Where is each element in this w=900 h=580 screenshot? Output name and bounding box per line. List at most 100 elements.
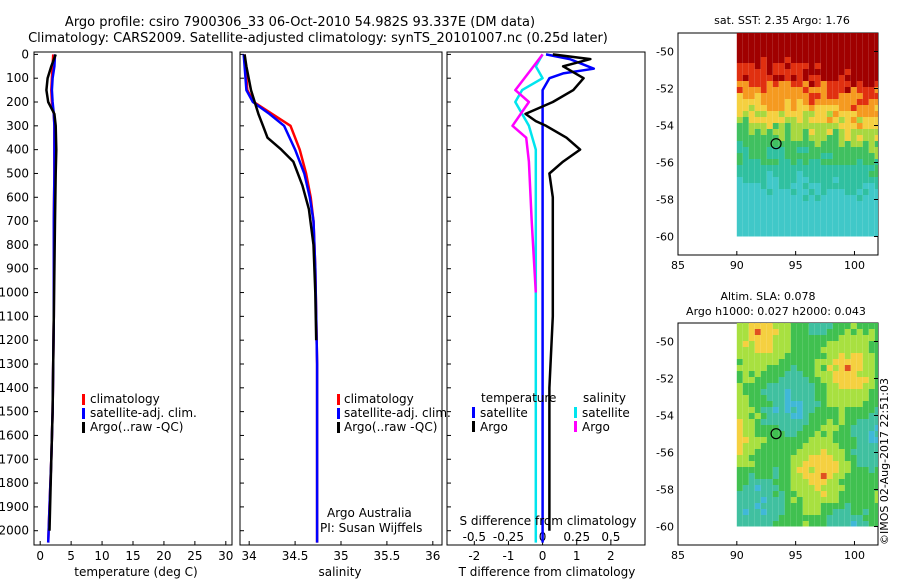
legend-label-climatology: climatology [90, 392, 160, 406]
map-cell [760, 207, 767, 213]
map-cell [778, 329, 785, 335]
map-cell [874, 389, 878, 395]
map-cell [874, 99, 878, 105]
map-cell [868, 171, 875, 177]
map-cell [742, 509, 749, 515]
map-cell [850, 353, 857, 359]
legend-label-s-satellite: satellite [582, 406, 630, 420]
map-cell [814, 419, 821, 425]
map-cell [820, 377, 827, 383]
map-cell [874, 81, 878, 87]
map-cell [766, 189, 773, 195]
y-tick-label: 600 [6, 190, 29, 204]
map-cell [850, 219, 857, 225]
map-cell [814, 147, 821, 153]
map-cell [844, 129, 851, 135]
map-cell [850, 371, 857, 377]
map-cell [778, 207, 785, 213]
map-cell [772, 201, 779, 207]
map-cell [796, 231, 803, 237]
map-cell [832, 189, 839, 195]
map-cell [814, 509, 821, 515]
map-cell [820, 359, 827, 365]
map-cell [748, 461, 755, 467]
map-cell [790, 323, 797, 329]
map-cell [874, 455, 878, 461]
map-cell [862, 413, 869, 419]
map-cell [742, 407, 749, 413]
map-cell [820, 189, 827, 195]
map-cell [856, 437, 863, 443]
temp-legend: climatology satellite-adj. clim. Argo(..… [82, 392, 197, 434]
map-cell [790, 171, 797, 177]
map-cell [808, 329, 815, 335]
map-cell [868, 323, 875, 329]
map-cell [754, 87, 761, 93]
map-cell [850, 177, 857, 183]
map-cell [862, 341, 869, 347]
map-cell [778, 461, 785, 467]
map-cell [826, 479, 833, 485]
x-tick-label: 1 [573, 549, 581, 563]
map-cell [790, 401, 797, 407]
map-cell [760, 455, 767, 461]
map-cell [832, 69, 839, 75]
map-cell [856, 225, 863, 231]
map-cell [784, 353, 791, 359]
map-cell [796, 123, 803, 129]
map-cell [844, 365, 851, 371]
map-cell [856, 509, 863, 515]
map-cell [832, 431, 839, 437]
map-cell [814, 467, 821, 473]
map-cell [814, 377, 821, 383]
map-cell [760, 177, 767, 183]
map-cell [868, 111, 875, 117]
map-cell [856, 129, 863, 135]
map-cell [826, 497, 833, 503]
map-cell [754, 183, 761, 189]
map-cell [772, 87, 779, 93]
map-cell [862, 99, 869, 105]
map-cell [862, 195, 869, 201]
map-cell [850, 159, 857, 165]
map-cell [760, 93, 767, 99]
map-cell [868, 449, 875, 455]
map-cell [814, 195, 821, 201]
map-cell [868, 419, 875, 425]
map-cell [862, 455, 869, 461]
map-cell [874, 141, 878, 147]
map-cell [742, 491, 749, 497]
map-cell [814, 437, 821, 443]
map-cell [814, 231, 821, 237]
map-cell [736, 449, 743, 455]
map-cell [784, 195, 791, 201]
map-cell [772, 81, 779, 87]
map-cell [754, 219, 761, 225]
map-cell [766, 413, 773, 419]
map-cell [772, 171, 779, 177]
map-cell [826, 45, 833, 51]
map-cell [772, 443, 779, 449]
map-cell [832, 443, 839, 449]
map-cell [772, 111, 779, 117]
map-cell [820, 353, 827, 359]
map-x-tick-label: 90 [730, 549, 744, 562]
map-cell [808, 129, 815, 135]
map-cell [742, 395, 749, 401]
map-cell [748, 189, 755, 195]
map-cell [856, 165, 863, 171]
map-cell [790, 359, 797, 365]
map-cell [748, 383, 755, 389]
series-argo-raw-qc- [45, 53, 58, 531]
map-cell [760, 461, 767, 467]
legend-label-satellite: satellite-adj. clim. [344, 406, 451, 420]
map-cell [850, 485, 857, 491]
map-cell [766, 515, 773, 521]
map-cell [844, 141, 851, 147]
map-cell [790, 485, 797, 491]
map-cell [736, 159, 743, 165]
map-cell [754, 189, 761, 195]
map-cell [772, 455, 779, 461]
map-cell [820, 335, 827, 341]
